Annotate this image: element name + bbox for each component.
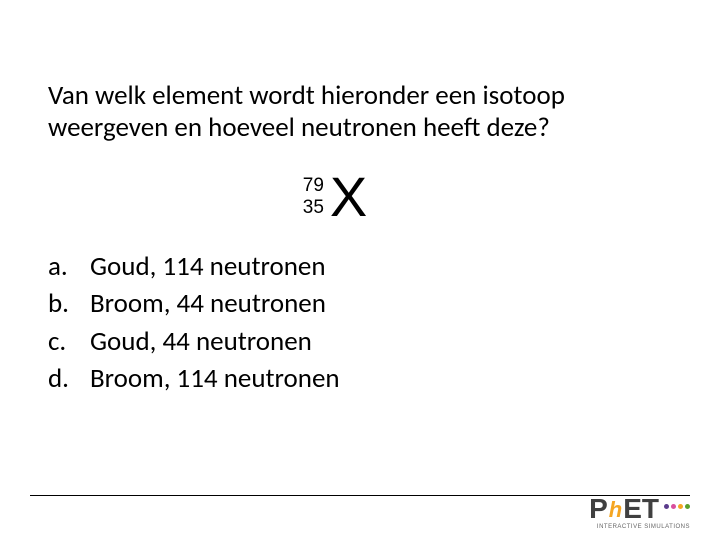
dot-icon [671, 504, 676, 509]
atomic-number: 35 [303, 197, 324, 219]
option-text: Goud, 44 neutronen [90, 324, 312, 360]
option-c: c. Goud, 44 neutronen [48, 324, 672, 360]
dot-icon [664, 504, 669, 509]
logo-subtitle: INTERACTIVE SIMULATIONS [597, 524, 690, 530]
logo-dots [664, 504, 690, 509]
dot-icon [685, 504, 690, 509]
isotope-symbol: X [330, 169, 367, 225]
logo-p: P [589, 495, 608, 523]
isotope-numbers: 79 35 [303, 175, 324, 219]
question-text: Van welk element wordt hieronder een iso… [48, 80, 672, 145]
option-letter: c. [48, 324, 90, 360]
logo-main: P h ET [589, 495, 690, 523]
option-b: b. Broom, 44 neutronen [48, 286, 672, 322]
option-letter: b. [48, 286, 90, 322]
option-letter: d. [48, 361, 90, 397]
phet-logo: P h ET INTERACTIVE SIMULATIONS [589, 495, 690, 530]
option-text: Broom, 44 neutronen [90, 286, 326, 322]
answer-options: a. Goud, 114 neutronen b. Broom, 44 neut… [48, 249, 672, 398]
option-a: a. Goud, 114 neutronen [48, 249, 672, 285]
logo-h: h [609, 499, 622, 521]
mass-number: 79 [303, 175, 324, 197]
option-text: Broom, 114 neutronen [90, 361, 340, 397]
logo-et: ET [623, 495, 659, 523]
isotope-notation: 79 35 X [0, 169, 672, 225]
option-d: d. Broom, 114 neutronen [48, 361, 672, 397]
option-text: Goud, 114 neutronen [90, 249, 326, 285]
option-letter: a. [48, 249, 90, 285]
dot-icon [678, 504, 683, 509]
